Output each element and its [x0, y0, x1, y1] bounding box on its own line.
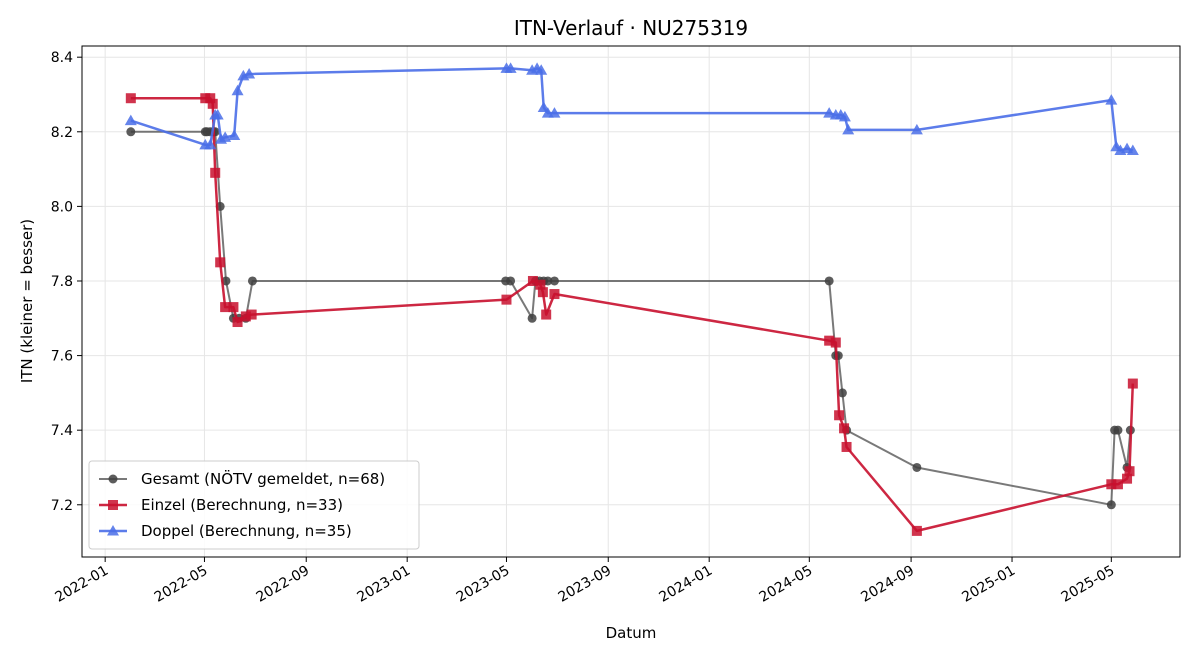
legend-entry-einzel: Einzel (Berechnung, n=33)	[99, 496, 343, 514]
data-point-einzel	[549, 289, 560, 300]
data-point-doppel	[124, 114, 137, 126]
y-tick-label: 8.2	[51, 125, 73, 141]
data-point-einzel	[839, 423, 850, 434]
data-point-gesamt	[549, 276, 559, 286]
y-tick-label: 7.4	[51, 423, 73, 439]
y-axis-label: ITN (kleiner = besser)	[18, 219, 36, 383]
y-tick-label: 8.4	[51, 50, 73, 66]
data-point-gesamt	[912, 462, 922, 472]
y-axis: 7.2 7.4 7.6 7.8 8.0 8.2 8.4	[51, 50, 82, 514]
data-point-doppel	[1126, 144, 1139, 155]
data-point-gesamt	[543, 276, 553, 286]
data-point-einzel	[232, 317, 243, 328]
legend-label: Doppel (Berechnung, n=35)	[141, 522, 352, 540]
data-point-einzel	[1122, 473, 1133, 484]
data-point-doppel	[231, 84, 244, 96]
data-point-einzel	[527, 275, 538, 286]
y-tick-label: 7.8	[51, 274, 73, 290]
legend-label: Gesamt (NÖTV gemeldet, n=68)	[141, 469, 385, 488]
data-point-doppel	[211, 109, 224, 120]
data-point-einzel	[246, 309, 257, 320]
chart-title: ITN-Verlauf · NU275319	[514, 16, 748, 40]
data-point-gesamt	[824, 276, 834, 286]
data-point-einzel	[207, 98, 218, 109]
data-point-doppel	[228, 129, 241, 141]
legend-entry-gesamt: Gesamt (NÖTV gemeldet, n=68)	[99, 469, 385, 488]
data-point-einzel	[834, 410, 845, 421]
data-point-gesamt	[527, 313, 537, 323]
data-point-einzel	[240, 311, 251, 322]
data-point-gesamt	[1106, 500, 1116, 510]
legend: Gesamt (NÖTV gemeldet, n=68) Einzel (Bere…	[88, 460, 420, 550]
data-point-einzel	[841, 441, 852, 452]
data-point-gesamt	[837, 388, 847, 398]
data-point-einzel	[535, 279, 546, 290]
data-point-doppel	[504, 62, 517, 73]
y-tick-label: 8.0	[51, 199, 73, 215]
legend-swatch-marker	[108, 500, 118, 510]
legend-box	[88, 460, 420, 550]
data-point-einzel	[1127, 378, 1138, 389]
legend-swatch-marker	[107, 525, 119, 536]
data-point-gesamt	[247, 276, 257, 286]
data-point-doppel	[535, 64, 548, 75]
data-point-einzel	[824, 335, 835, 346]
data-point-einzel	[125, 93, 136, 104]
data-point-doppel	[842, 123, 855, 135]
data-point-gesamt	[1113, 425, 1123, 435]
data-point-doppel	[910, 123, 923, 135]
data-point-doppel	[548, 107, 561, 118]
legend-swatch-marker	[108, 474, 118, 484]
data-point-einzel	[228, 302, 239, 313]
series-einzel	[125, 93, 1138, 536]
data-point-einzel	[911, 525, 922, 536]
data-point-einzel	[205, 93, 216, 104]
data-point-doppel	[219, 131, 232, 142]
y-tick-label: 7.2	[51, 498, 73, 514]
data-point-einzel	[830, 337, 841, 348]
data-point-einzel	[210, 167, 221, 178]
data-point-einzel	[541, 309, 552, 320]
legend-label: Einzel (Berechnung, n=33)	[141, 496, 343, 514]
data-point-doppel	[1105, 94, 1118, 105]
data-point-doppel	[838, 110, 851, 122]
data-point-einzel	[1106, 479, 1117, 490]
data-point-einzel	[1112, 479, 1123, 490]
data-point-einzel	[215, 257, 226, 268]
x-axis-label: Datum	[606, 624, 657, 642]
data-point-gesamt	[506, 276, 516, 286]
legend-entry-doppel: Doppel (Berechnung, n=35)	[99, 522, 352, 540]
data-point-einzel	[501, 294, 512, 305]
plot-frame	[81, 45, 1181, 558]
data-point-doppel	[204, 138, 217, 150]
y-tick-label: 7.6	[51, 349, 73, 365]
series-layer	[124, 62, 1139, 536]
series-doppel	[124, 62, 1139, 155]
data-point-gesamt	[126, 127, 136, 137]
data-point-einzel	[1124, 466, 1135, 477]
data-point-doppel	[243, 67, 256, 79]
data-point-einzel	[220, 302, 231, 313]
data-point-doppel	[823, 107, 836, 118]
data-point-einzel	[537, 287, 548, 298]
